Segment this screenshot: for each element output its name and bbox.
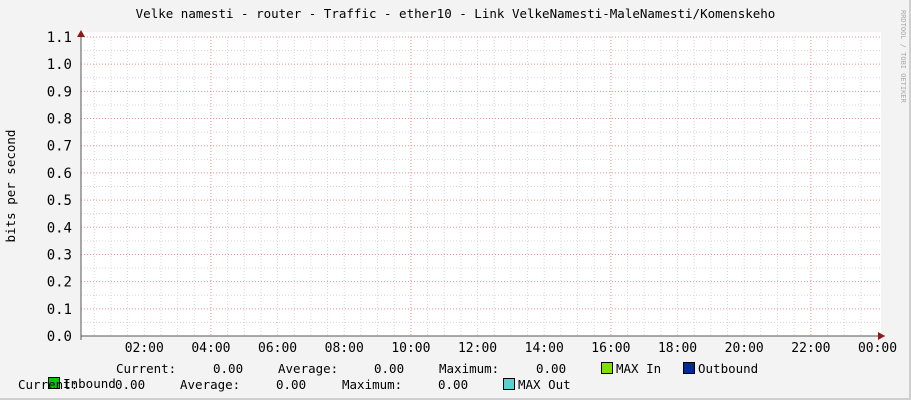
- x-tick-label: 00:00: [858, 341, 897, 356]
- inbound-label: Inbound: [63, 376, 116, 391]
- max-in-label: MAX In: [616, 361, 662, 376]
- chart-title: Velke namesti - router - Traffic - ether…: [135, 6, 776, 21]
- outbound-maximum: 0.00: [438, 377, 469, 392]
- x-tick-label: 16:00: [591, 341, 630, 356]
- watermark: RRDTOOL / TOBI OETIKER: [899, 10, 907, 104]
- x-tick-label: 06:00: [258, 341, 297, 356]
- x-tick-label: 04:00: [191, 341, 230, 356]
- x-tick-label: 20:00: [725, 341, 764, 356]
- outbound-swatch: [683, 362, 695, 374]
- inbound-average-label: Average:: [278, 361, 339, 376]
- inbound-current-label: Current:: [116, 361, 177, 376]
- outbound-average-label: Average:: [180, 377, 241, 392]
- outbound-current-label: Current:: [18, 377, 79, 392]
- inbound-current: 0.00: [213, 361, 244, 376]
- inbound-maximum-label: Maximum:: [439, 361, 500, 376]
- y-tick-label: 0.6: [47, 166, 72, 182]
- max-out-legend: MAX Out: [503, 377, 571, 392]
- x-tick-label: 18:00: [658, 341, 697, 356]
- y-tick-label: 0.4: [47, 220, 72, 236]
- x-tick-label: 08:00: [325, 341, 364, 356]
- outbound-average: 0.00: [276, 377, 307, 392]
- y-axis-arrow-icon: [77, 30, 85, 37]
- x-axis-arrow-icon: [878, 332, 885, 340]
- x-tick-label: 12:00: [458, 341, 497, 356]
- max-out-label: MAX Out: [518, 377, 571, 392]
- y-tick-label: 1.0: [47, 57, 72, 73]
- inbound-maximum: 0.00: [536, 361, 567, 376]
- outbound-current: 0.00: [115, 377, 146, 392]
- inbound-swatch: [48, 377, 61, 389]
- y-axis-label: bits per second: [3, 130, 18, 243]
- plot-background: [81, 32, 881, 336]
- max-in-legend: MAX In: [601, 361, 661, 376]
- y-tick-label: 0.5: [47, 193, 72, 209]
- outbound-maximum-label: Maximum:: [342, 377, 403, 392]
- y-tick-label: 1.1: [47, 30, 72, 46]
- y-tick-label: 0.1: [47, 302, 72, 318]
- y-tick-label: 0.2: [47, 275, 72, 291]
- max-out-swatch: [503, 378, 515, 390]
- y-tick-label: 0.0: [47, 329, 72, 345]
- y-tick-label: 0.7: [47, 139, 72, 155]
- y-tick-label: 0.8: [47, 112, 72, 128]
- y-tick-label: 0.9: [47, 84, 72, 100]
- x-tick-label: 10:00: [391, 341, 430, 356]
- inbound-average: 0.00: [374, 361, 405, 376]
- legend-row-1: Inbound: [18, 361, 116, 398]
- outbound-label: Outbound: [698, 361, 759, 376]
- outbound-legend: Outbound: [683, 361, 758, 376]
- y-tick-label: 0.3: [47, 247, 72, 263]
- x-tick-label: 22:00: [791, 341, 830, 356]
- x-tick-label: 02:00: [125, 341, 164, 356]
- max-in-swatch: [601, 362, 613, 374]
- x-tick-label: 14:00: [525, 341, 564, 356]
